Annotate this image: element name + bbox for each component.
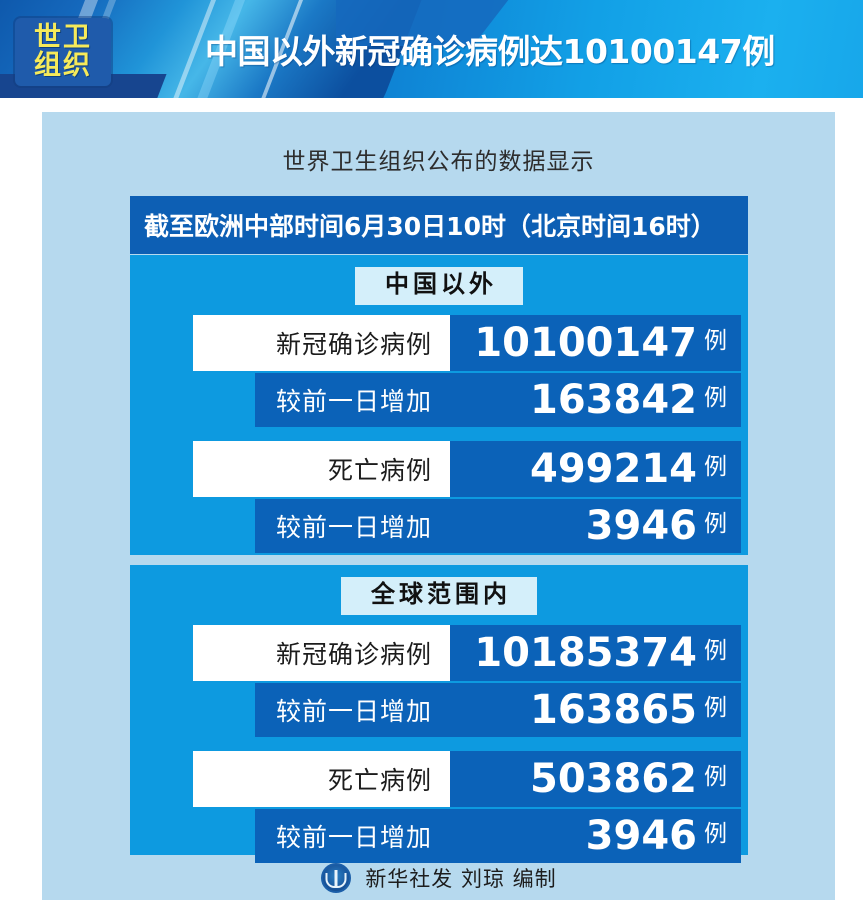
row-value-box: 163842 例 [450, 380, 741, 420]
header-banner: 世卫 组织 中国以外新冠确诊病例达10100147例 [0, 0, 863, 98]
row-value-unit: 例 [704, 385, 727, 412]
row-label: 新冠确诊病例 [275, 329, 432, 359]
row-value-number: 3946 [585, 812, 697, 859]
delta-row-bar: 较前一日增加 163865 例 [255, 682, 741, 737]
row-value-unit: 例 [704, 638, 727, 665]
row-value-unit: 例 [704, 821, 727, 848]
row-label-box: 新冠确诊病例 [193, 624, 450, 681]
row-value-number: 10185374 [474, 629, 697, 676]
date-bar: 截至欧洲中部时间6月30日10时（北京时间16时） [130, 196, 748, 254]
row-value-unit: 例 [704, 328, 727, 355]
row-value-box: 3946 例 [450, 816, 741, 856]
data-row: 新冠确诊病例 10100147 例 [130, 314, 748, 371]
who-badge-line1: 世卫 [34, 21, 92, 53]
block-row-group: 新冠确诊病例 10185374 例较前一日增加 163865 例死亡病例 503862 例较… [130, 624, 748, 863]
data-row: 较前一日增加 3946 例 [130, 498, 748, 553]
data-row: 较前一日增加 163865 例 [130, 682, 748, 737]
row-label-box: 新冠确诊病例 [193, 314, 450, 371]
row-gap [130, 737, 748, 751]
data-block-outside-china: 中国以外 新冠确诊病例 10100147 例较前一日增加 163842 例死亡病例 4992… [130, 255, 748, 555]
row-label: 较前一日增加 [275, 386, 432, 416]
delta-row-bar: 较前一日增加 3946 例 [255, 498, 741, 553]
row-label: 死亡病例 [327, 765, 432, 795]
block-chip-label: 中国以外 [355, 267, 523, 305]
row-label-box: 死亡病例 [193, 440, 450, 497]
data-row: 死亡病例 503862 例 [130, 750, 748, 807]
footer: 新华社发 刘琼 编制 [130, 858, 748, 898]
who-badge: 世卫 组织 [15, 18, 111, 86]
row-label: 较前一日增加 [275, 512, 432, 542]
block-chip-wrap: 全球范围内 [130, 565, 748, 615]
row-value-unit: 例 [704, 695, 727, 722]
data-block-global: 全球范围内 新冠确诊病例 10185374 例较前一日增加 163865 例死亡病例 503… [130, 565, 748, 863]
panel-top-notch [42, 106, 835, 114]
row-label: 新冠确诊病例 [275, 639, 432, 669]
xinhua-logo-icon [321, 863, 352, 893]
row-value-unit: 例 [704, 764, 727, 791]
data-row: 较前一日增加 163842 例 [130, 372, 748, 427]
delta-row-bar: 较前一日增加 3946 例 [255, 808, 741, 863]
row-value-number: 10100147 [474, 319, 697, 366]
row-gap [130, 427, 748, 441]
block-chip-label: 全球范围内 [341, 577, 537, 615]
row-value-box: 503862 例 [450, 750, 741, 807]
page-title: 中国以外新冠确诊病例达10100147例 [205, 32, 775, 71]
row-value-number: 163842 [530, 376, 697, 423]
row-label: 死亡病例 [327, 455, 432, 485]
row-value-number: 499214 [530, 445, 697, 492]
data-row: 较前一日增加 3946 例 [130, 808, 748, 863]
subtitle: 世界卫生组织公布的数据显示 [282, 149, 595, 175]
row-label-box: 死亡病例 [193, 750, 450, 807]
block-row-group: 新冠确诊病例 10100147 例较前一日增加 163842 例死亡病例 499214 例较… [130, 314, 748, 553]
block-chip-wrap: 中国以外 [130, 255, 748, 305]
footer-credit: 新华社发 刘琼 编制 [365, 867, 557, 891]
row-value-unit: 例 [704, 511, 727, 538]
row-value-number: 163865 [530, 686, 697, 733]
delta-row-bar: 较前一日增加 163842 例 [255, 372, 741, 427]
data-row: 新冠确诊病例 10185374 例 [130, 624, 748, 681]
row-value-box: 163865 例 [450, 690, 741, 730]
data-row: 死亡病例 499214 例 [130, 440, 748, 497]
row-value-box: 499214 例 [450, 440, 741, 497]
who-badge-line2: 组织 [34, 50, 92, 81]
row-value-box: 3946 例 [450, 506, 741, 546]
date-bar-text: 截至欧洲中部时间6月30日10时（北京时间16时） [144, 212, 716, 241]
row-value-box: 10185374 例 [450, 624, 741, 681]
row-value-number: 503862 [530, 755, 697, 802]
row-value-number: 3946 [585, 502, 697, 549]
row-label: 较前一日增加 [275, 822, 432, 852]
row-value-unit: 例 [704, 454, 727, 481]
row-value-box: 10100147 例 [450, 314, 741, 371]
row-label: 较前一日增加 [275, 696, 432, 726]
